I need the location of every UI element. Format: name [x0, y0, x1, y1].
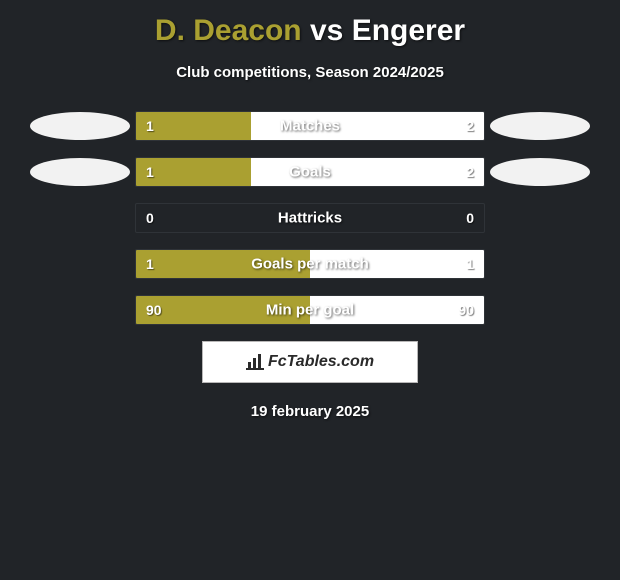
stat-label: Goals per match	[251, 256, 369, 273]
avatar-slot-right	[485, 112, 595, 140]
stat-bar-right-fill	[251, 158, 484, 186]
stat-row: 1 2 Matches	[0, 111, 620, 141]
stat-bar: 1 2 Matches	[135, 111, 485, 141]
player-right-avatar	[490, 112, 590, 140]
stat-value-left: 0	[146, 210, 154, 226]
stat-value-right: 2	[466, 118, 474, 134]
brand-text: FcTables.com	[246, 353, 374, 371]
stat-label: Matches	[280, 118, 340, 135]
stat-row: 90 90 Min per goal	[0, 295, 620, 325]
brand-label: FcTables.com	[268, 353, 374, 371]
subtitle: Club competitions, Season 2024/2025	[0, 64, 620, 81]
player-left-name: D. Deacon	[155, 14, 302, 47]
player-right-avatar	[490, 158, 590, 186]
stat-bar: 90 90 Min per goal	[135, 295, 485, 325]
stat-row: 0 0 Hattricks	[0, 203, 620, 233]
stat-value-right: 2	[466, 164, 474, 180]
avatar-slot-left	[25, 158, 135, 186]
stat-value-right: 1	[466, 256, 474, 272]
stat-label: Goals	[289, 164, 331, 181]
vs-label: vs	[310, 14, 343, 47]
stat-label: Min per goal	[266, 302, 354, 319]
stat-value-left: 1	[146, 256, 154, 272]
stat-value-left: 90	[146, 302, 162, 318]
comparison-title: D. Deacon vs Engerer	[0, 0, 620, 48]
stat-value-right: 90	[458, 302, 474, 318]
stat-value-right: 0	[466, 210, 474, 226]
player-left-avatar	[30, 112, 130, 140]
stat-row: 1 1 Goals per match	[0, 249, 620, 279]
stat-value-left: 1	[146, 164, 154, 180]
date-label: 19 february 2025	[0, 403, 620, 420]
avatar-slot-right	[485, 158, 595, 186]
stat-bar: 1 1 Goals per match	[135, 249, 485, 279]
stat-value-left: 1	[146, 118, 154, 134]
brand-box: FcTables.com	[202, 341, 418, 383]
player-right-name: Engerer	[352, 14, 465, 47]
avatar-slot-left	[25, 112, 135, 140]
player-left-avatar	[30, 158, 130, 186]
stat-bar: 1 2 Goals	[135, 157, 485, 187]
bar-chart-icon	[246, 354, 264, 370]
stat-bar: 0 0 Hattricks	[135, 203, 485, 233]
stat-label: Hattricks	[278, 210, 342, 227]
stat-rows: 1 2 Matches 1 2 Goals 0 0 Hattricks 1 1 Goals per m…	[0, 111, 620, 325]
stat-row: 1 2 Goals	[0, 157, 620, 187]
